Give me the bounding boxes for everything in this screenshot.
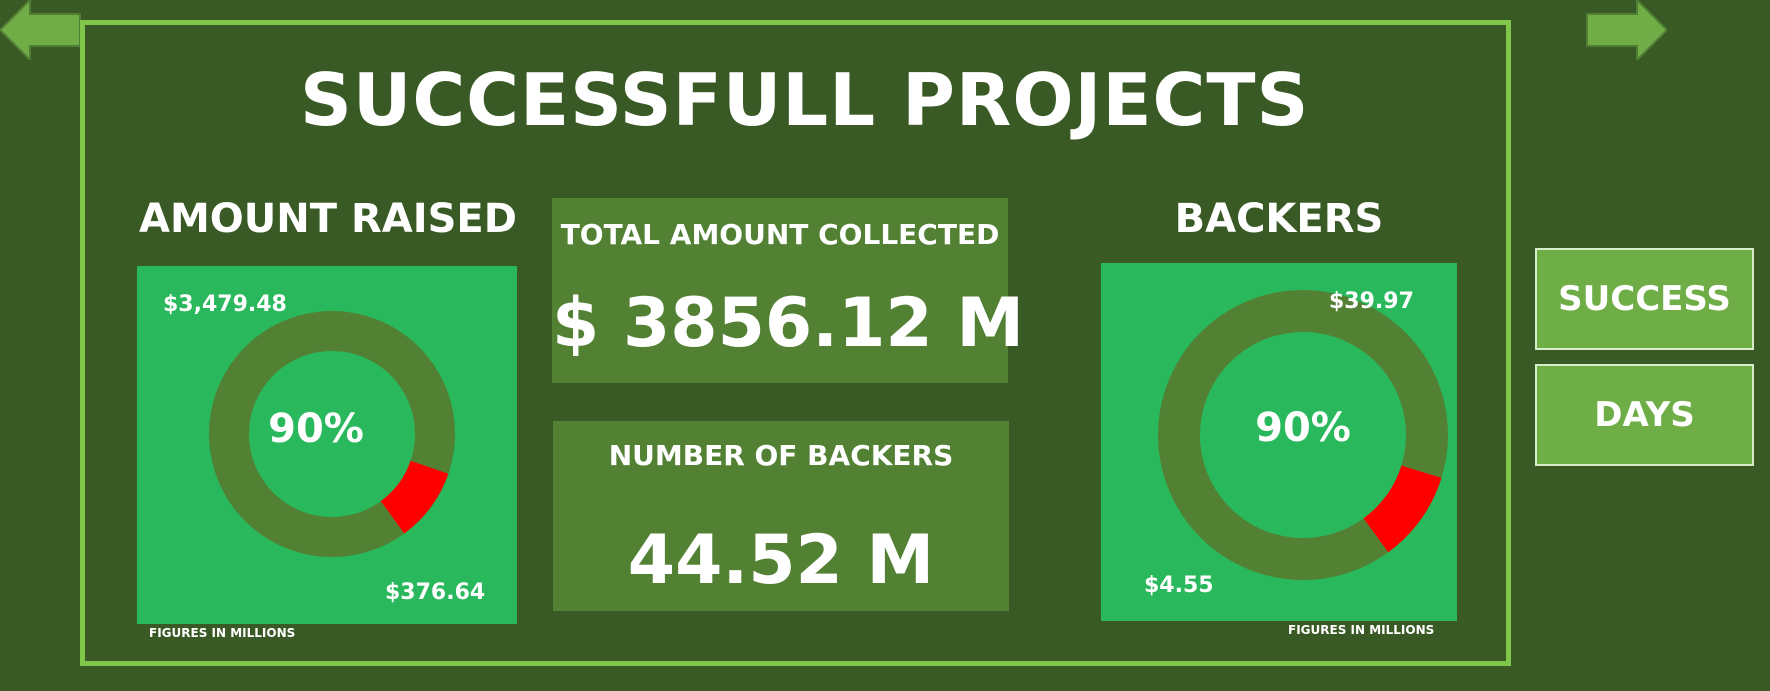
backers-footnote: FIGURES IN MILLIONS xyxy=(1288,623,1435,637)
amount-raised-donut xyxy=(208,311,455,557)
dashboard-frame xyxy=(80,20,1511,666)
number-of-backers-label: NUMBER OF BACKERS xyxy=(608,439,954,472)
backers-percent: 90% xyxy=(1255,405,1351,451)
number-of-backers-value: 44.52 M xyxy=(627,521,935,600)
arrow-left-icon[interactable] xyxy=(0,0,82,60)
backers-donut xyxy=(1158,289,1448,580)
amount-raised-small-value: $376.64 xyxy=(385,580,486,605)
days-button[interactable]: DAYS xyxy=(1535,364,1754,466)
page-title: SUCCESSFULL PROJECTS xyxy=(300,58,1310,142)
arrow-right-icon[interactable] xyxy=(1585,0,1667,60)
amount-raised-chart: 90% $3,479.48 $376.64 xyxy=(137,266,517,624)
success-button[interactable]: SUCCESS xyxy=(1535,248,1754,350)
total-amount-card: TOTAL AMOUNT COLLECTED $ 3856.12 M xyxy=(552,198,1025,383)
backers-title: BACKERS xyxy=(1174,196,1384,242)
donut-slice-main xyxy=(208,311,455,557)
backers-chart: 90% $39.97 $4.55 xyxy=(1101,263,1457,621)
amount-raised-title: AMOUNT RAISED xyxy=(139,196,517,242)
donut-slice-highlight xyxy=(380,460,449,534)
total-amount-value: $ 3856.12 M xyxy=(552,284,1025,363)
amount-raised-large-value: $3,479.48 xyxy=(163,292,287,317)
backers-small-value: $4.55 xyxy=(1144,573,1214,598)
amount-raised-footnote: FIGURES IN MILLIONS xyxy=(149,626,296,640)
backers-large-value: $39.97 xyxy=(1329,289,1414,314)
total-amount-label: TOTAL AMOUNT COLLECTED xyxy=(560,218,1000,251)
donut-slice-highlight xyxy=(1363,465,1442,553)
amount-raised-percent: 90% xyxy=(268,406,364,452)
number-of-backers-card: NUMBER OF BACKERS 44.52 M xyxy=(553,421,1009,611)
